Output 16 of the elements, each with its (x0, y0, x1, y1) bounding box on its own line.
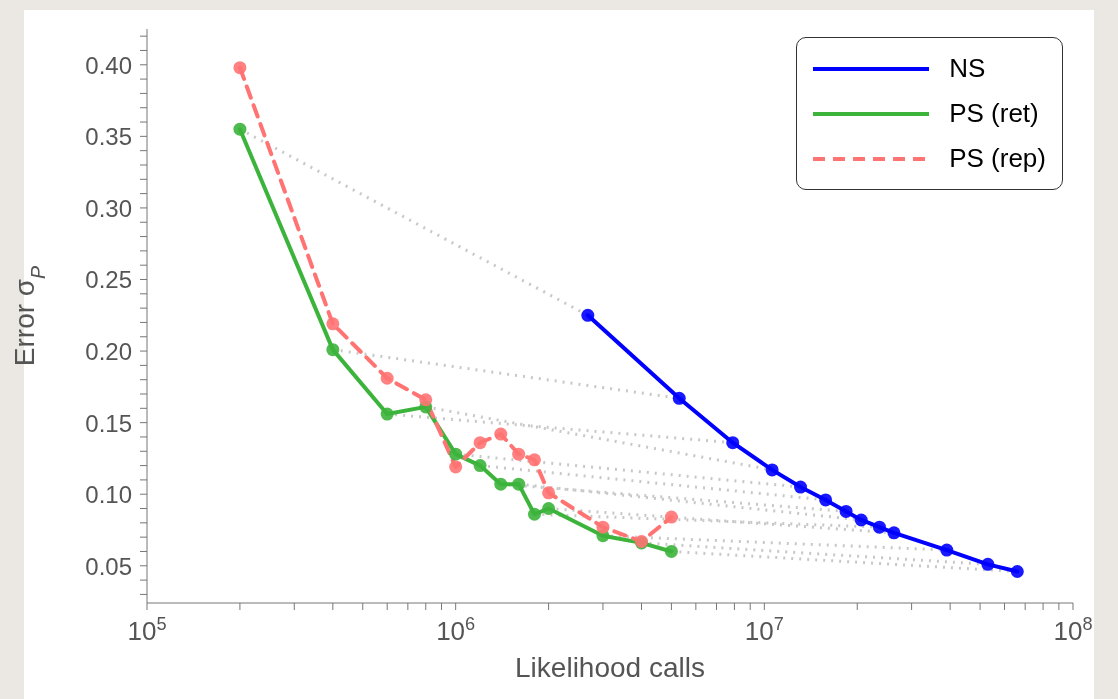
legend-label: PS (rep) (949, 143, 1046, 174)
y-tick-label: 0.20 (85, 338, 132, 366)
y-tick-label: 0.40 (85, 51, 132, 79)
y-tick-label: 0.15 (85, 409, 132, 437)
x-tick-label: 10$^{5}$ (127, 614, 167, 646)
x-tick-label: 10$^{7}$ (744, 614, 784, 646)
y-tick-label: 0.10 (85, 481, 132, 509)
legend-label: PS (ret) (949, 98, 1039, 129)
legend-label: NS (949, 53, 986, 84)
x-tick-label: 10$^{8}$ (1053, 614, 1093, 646)
y-tick-label: 0.05 (85, 552, 132, 580)
y-tick-label: 0.25 (85, 266, 132, 294)
x-axis-title: Likelihood calls (515, 652, 705, 683)
y-tick-label: 0.30 (85, 194, 132, 222)
y-tick-label: 0.35 (85, 123, 132, 151)
x-tick-label: 10$^{6}$ (436, 614, 476, 646)
